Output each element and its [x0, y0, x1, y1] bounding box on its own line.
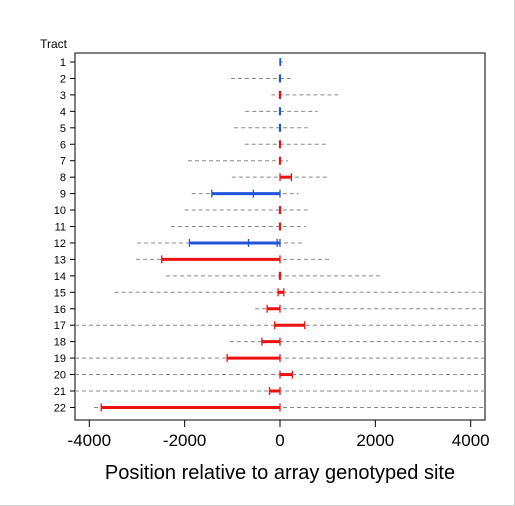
- tract-segment-layer: [100, 58, 306, 412]
- y-tick-label: 21: [54, 386, 66, 398]
- y-tick-label: 12: [54, 238, 66, 250]
- x-tick-label: 0: [275, 431, 284, 450]
- y-tick-label: 5: [60, 123, 66, 135]
- y-tick-label: 18: [54, 337, 66, 349]
- y-tick-label: 7: [60, 156, 66, 168]
- y-tick-label: 16: [54, 304, 66, 316]
- y-tick-label: 13: [54, 254, 66, 266]
- y-tick-label: 10: [54, 205, 66, 217]
- y-tick-label: 8: [60, 172, 66, 184]
- y-tick-label: 3: [60, 90, 66, 102]
- x-tick-label: -2000: [163, 431, 206, 450]
- y-tick-label: 6: [60, 139, 66, 151]
- x-tick-layer: -4000 -2000 0 2000 4000: [68, 420, 490, 450]
- y-tick-label: 17: [54, 320, 66, 332]
- x-tick-label: -4000: [68, 431, 111, 450]
- y-axis-label: Tract: [40, 37, 68, 51]
- y-tick-label: 15: [54, 287, 66, 299]
- y-tick-label: 9: [60, 189, 66, 201]
- y-tick-label: 14: [54, 271, 66, 283]
- x-axis-label: Position relative to array genotyped sit…: [105, 462, 455, 484]
- y-tick-label: 2: [60, 73, 66, 85]
- y-tick-label: 4: [60, 106, 66, 118]
- x-tick-label: 2000: [356, 431, 394, 450]
- y-tick-label: 20: [54, 370, 66, 382]
- y-tick-label: 11: [55, 222, 66, 234]
- y-tick-label: 1: [60, 57, 66, 69]
- y-tick-label: 22: [54, 402, 66, 414]
- x-tick-label: 4000: [452, 431, 490, 450]
- y-tick-label: 19: [54, 353, 66, 365]
